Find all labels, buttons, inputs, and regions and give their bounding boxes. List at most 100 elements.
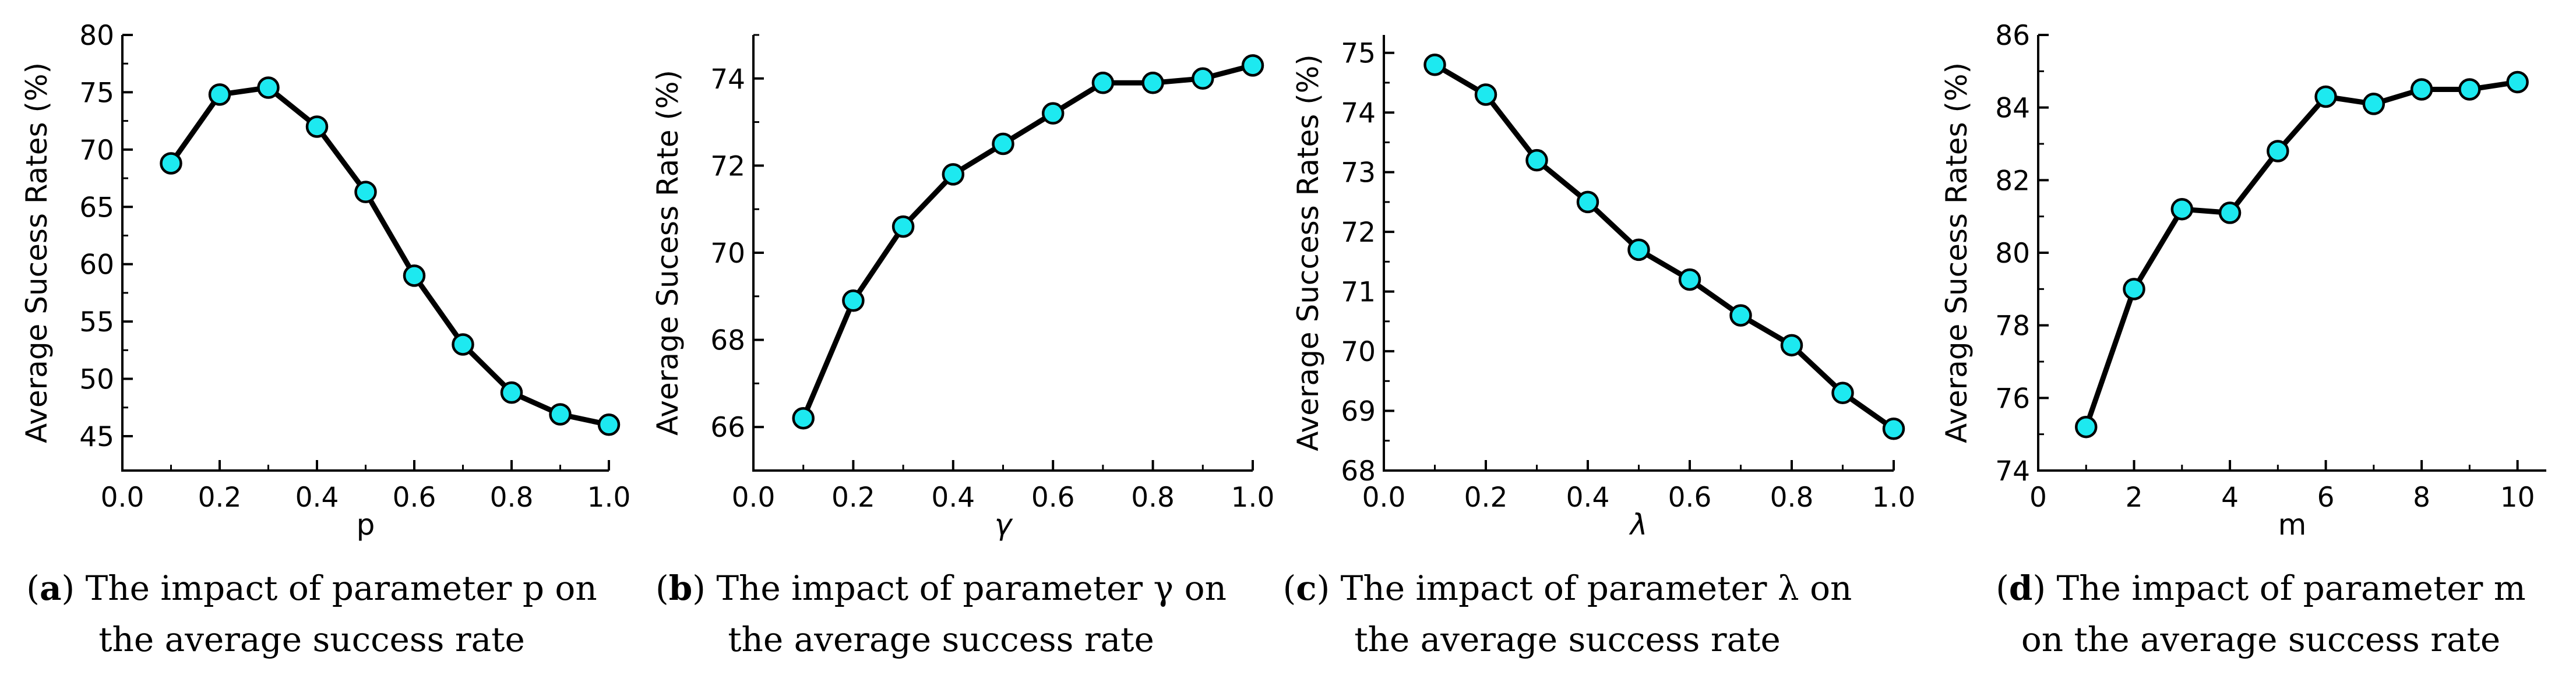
caption-text: The impact of parameter p on xyxy=(86,568,597,608)
y-tick-label: 65 xyxy=(79,192,114,224)
y-axis-title: Average Sucess Rates (%) xyxy=(20,62,54,443)
x-tick-label: 1.0 xyxy=(587,482,631,514)
x-tick-label: 0.4 xyxy=(1566,482,1610,514)
data-point xyxy=(1780,334,1803,357)
data-point xyxy=(1627,238,1650,261)
chart-a: 0.0 0.2 0.4 0.6 0.8 1.0 45 50 55 60 65 70 75 80 p Avera… xyxy=(20,20,630,659)
x-tick-label: 0.8 xyxy=(1770,482,1814,514)
caption-line-2: the average success rate xyxy=(98,620,525,659)
y-tick-label: 68 xyxy=(710,325,745,357)
y-tick-label: 75 xyxy=(1341,38,1376,70)
data-point xyxy=(992,132,1014,155)
data-point xyxy=(1192,67,1214,90)
data-point xyxy=(1831,381,1854,405)
data-point xyxy=(1576,190,1599,214)
y-tick-label: 60 xyxy=(79,249,114,281)
x-axis-title: λ xyxy=(1629,508,1648,542)
caption-paren-close: ) xyxy=(2032,568,2056,608)
y-tick-label: 72 xyxy=(1341,217,1376,249)
caption-paren-open: ( xyxy=(1996,568,2009,608)
y-tick-label: 73 xyxy=(1341,157,1376,189)
data-point xyxy=(549,403,572,426)
y-axis-title: Average Sucess Rate (%) xyxy=(651,70,685,436)
x-tick-label: 0.6 xyxy=(1668,482,1712,514)
y-tick-label: 78 xyxy=(1995,310,2030,342)
x-tick-label: 6 xyxy=(2317,482,2335,514)
caption-line-1: (c) The impact of parameter λ on xyxy=(1283,568,1852,608)
x-tick-label: 8 xyxy=(2413,482,2430,514)
data-point xyxy=(842,289,865,312)
x-tick-label: 0.4 xyxy=(931,482,975,514)
chart-b: 0.0 0.2 0.4 0.6 0.8 1.0 66 68 70 72 74 γ Average Suc… xyxy=(651,34,1275,659)
data-point xyxy=(257,76,280,99)
caption-text: The impact of parameter λ on xyxy=(1341,568,1852,608)
caption-line-2: the average success rate xyxy=(1354,620,1781,659)
data-point xyxy=(500,381,523,404)
data-point xyxy=(2410,78,2433,101)
x-axis-title: m xyxy=(2278,508,2307,542)
data-point xyxy=(1141,72,1164,94)
y-tick-label: 75 xyxy=(79,77,114,109)
y-tick-label: 66 xyxy=(710,412,745,444)
caption-paren-open: ( xyxy=(656,568,669,608)
caption-line-1: (a) The impact of parameter p on xyxy=(26,568,597,608)
data-point xyxy=(1423,53,1446,76)
caption-line-2: on the average success rate xyxy=(2021,620,2500,659)
y-tick-label: 70 xyxy=(710,238,745,270)
x-tick-label: 1.0 xyxy=(1872,482,1916,514)
data-point xyxy=(2170,197,2194,221)
data-point xyxy=(1729,304,1752,327)
y-tick-label: 80 xyxy=(79,20,114,52)
caption-letter: b xyxy=(669,568,693,608)
data-point xyxy=(305,115,329,138)
x-tick-label: 0.4 xyxy=(295,482,339,514)
x-tick-label: 0.2 xyxy=(198,482,242,514)
data-point xyxy=(1091,72,1115,94)
y-tick-label: 70 xyxy=(79,135,114,167)
x-tick-label: 2 xyxy=(2126,482,2143,514)
data-point xyxy=(2267,140,2289,162)
x-tick-label: 1.0 xyxy=(1231,482,1275,514)
caption-line-1: (b) The impact of parameter γ on xyxy=(656,568,1227,608)
x-tick-label: 10 xyxy=(2500,482,2535,514)
caption-text: The impact of parameter γ on xyxy=(716,568,1227,608)
series-line xyxy=(168,85,609,427)
data-point xyxy=(597,413,621,436)
y-tick-label: 74 xyxy=(1995,455,2030,487)
y-axis-title: Average Sucess Rates (%) xyxy=(1940,62,1974,443)
y-tick-label: 86 xyxy=(1995,20,2030,52)
x-tick-label: 0.2 xyxy=(831,482,875,514)
data-point xyxy=(1525,148,1548,172)
y-tick-label: 70 xyxy=(1341,336,1376,368)
x-axis-title: p xyxy=(357,508,375,542)
x-tick-label: 0.6 xyxy=(1031,482,1075,514)
data-point xyxy=(1241,54,1264,77)
chart-d: 0 2 4 6 8 10 74 76 78 80 82 84 86 m Average Sucess Rat… xyxy=(1940,20,2546,659)
data-point xyxy=(160,152,182,175)
y-tick-label: 55 xyxy=(79,306,114,338)
data-point xyxy=(792,406,815,430)
x-tick-label: 0.0 xyxy=(101,482,145,514)
data-point xyxy=(2458,78,2481,101)
caption-letter: d xyxy=(2009,568,2033,608)
caption-letter: a xyxy=(40,568,62,608)
data-point xyxy=(2314,85,2337,108)
y-tick-label: 72 xyxy=(710,150,745,182)
caption-paren-open: ( xyxy=(1283,568,1296,608)
data-point xyxy=(2362,93,2385,115)
data-point xyxy=(2123,278,2145,300)
y-tick-label: 74 xyxy=(1341,97,1376,129)
data-point xyxy=(403,264,426,287)
series-line xyxy=(801,63,1254,419)
y-tick-label: 74 xyxy=(710,63,745,96)
data-point xyxy=(2506,70,2529,94)
data-point xyxy=(2218,201,2242,224)
caption-paren-close: ) xyxy=(1317,568,1341,608)
chart-c: 0.0 0.2 0.4 0.6 0.8 1.0 68 69 70 71 72 73 74 75 λ Avera… xyxy=(1283,35,1916,659)
data-point xyxy=(354,181,377,203)
caption-letter: c xyxy=(1296,568,1316,608)
y-tick-label: 76 xyxy=(1995,383,2030,415)
data-point xyxy=(891,215,915,238)
series-line xyxy=(2084,79,2518,428)
